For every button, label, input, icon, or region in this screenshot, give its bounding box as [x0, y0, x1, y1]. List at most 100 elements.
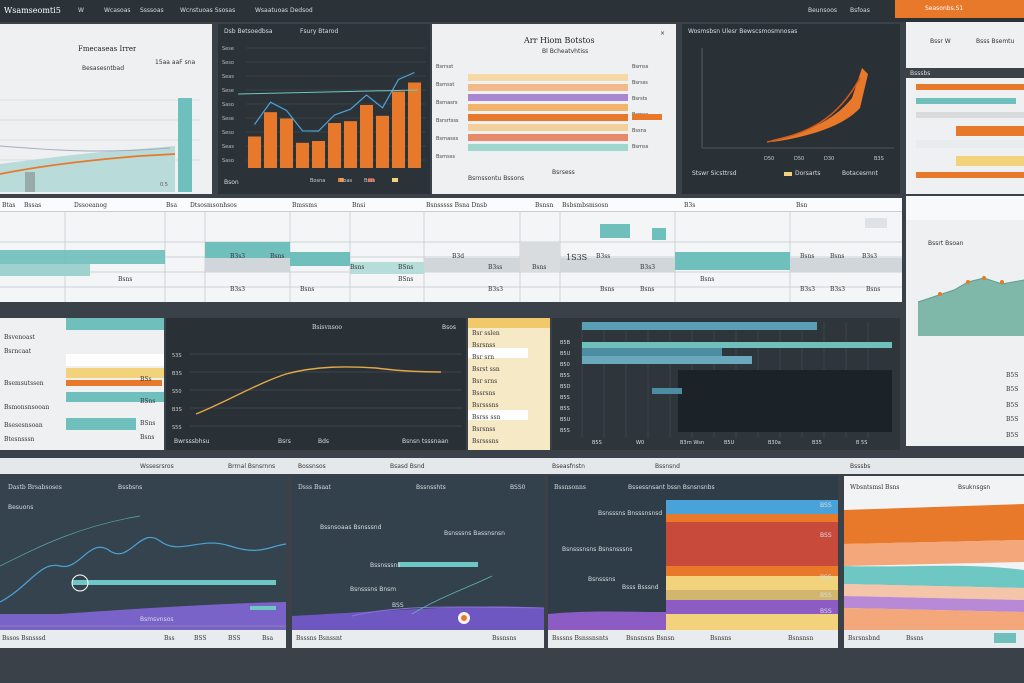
- chart-title: Bsisvnsoo: [312, 324, 343, 331]
- summary-bar: [916, 140, 1024, 148]
- trend-line: [254, 71, 415, 132]
- value-label: Bsrsss: [632, 80, 648, 86]
- bar: [392, 91, 405, 168]
- row-label: Bsrnasss: [436, 136, 458, 142]
- y-tick-label: Seas: [222, 74, 234, 80]
- row-label: Bsrnasrs: [436, 100, 458, 106]
- chart-panel-2: Dsb Betsoedbsa Fsury Btarod Sese Seso Seas…: [218, 24, 430, 194]
- mid-list-panel: Bsvenoast Bsrncaat Bsemsutssen Bsmonsnso…: [0, 318, 164, 450]
- column-header[interactable]: B3s: [684, 202, 696, 209]
- table-cell: Bsns: [600, 286, 615, 293]
- yellow-list-panel: Bsr sslen Bsrsnss Bsr srn Bsrst ssn Bsr …: [468, 318, 550, 450]
- column-header[interactable]: Bssas: [24, 202, 42, 209]
- accent-tab[interactable]: Seasonbs.S1: [895, 0, 1024, 18]
- table-cell: B3ss: [596, 253, 611, 260]
- menu-item[interactable]: Wcasoas: [104, 7, 131, 14]
- footer-item: Bsssns Bsnssnt: [296, 635, 343, 642]
- panel-title: Dsss Bsaat: [298, 484, 332, 491]
- tab[interactable]: Bossnsos: [298, 463, 326, 470]
- list-row-highlight: [66, 368, 164, 378]
- chart-label: Bssnsoaas Bsnsssnd: [320, 524, 382, 531]
- area-chart-4: D50 D50 D30 B3S: [701, 48, 894, 162]
- list-row-highlight: [66, 318, 164, 330]
- value-label: Bsrnss: [632, 144, 649, 150]
- list-value: Bsns: [140, 434, 155, 441]
- value-label: Bsrsts: [632, 96, 648, 102]
- column-header[interactable]: Dssoeanog: [74, 202, 108, 209]
- menu-item[interactable]: Beunsoos: [808, 7, 838, 14]
- column-header[interactable]: Bsa: [166, 202, 178, 209]
- y-tick-label: Seso: [222, 60, 234, 66]
- legend-swatch: [392, 178, 398, 182]
- column-header[interactable]: Bmssms: [292, 202, 318, 209]
- list-item: Bsr srns: [472, 378, 498, 385]
- footer-item: BSS: [194, 635, 207, 642]
- list-item[interactable]: Bsemsutssen: [4, 380, 44, 387]
- tab[interactable]: Bssnsnd: [655, 463, 680, 470]
- svg-text:S5S: S5S: [172, 425, 182, 431]
- tab[interactable]: Bsasd Bsnd: [390, 463, 425, 470]
- list-item: Bsrsnss: [472, 426, 496, 433]
- list-item: Bsrsssns: [472, 402, 499, 409]
- menu-item[interactable]: Bsfoas: [850, 7, 870, 14]
- table-cell: B3s3: [640, 264, 656, 271]
- table-cell: Bsns: [866, 286, 881, 293]
- panel-footer: Bssos Bsnsssd Bss BSS BSS Bsa: [0, 630, 286, 648]
- menu-item[interactable]: W: [78, 7, 84, 14]
- column-header[interactable]: Bsnsssss Bsna Dnsb: [426, 202, 488, 209]
- value-label: B5S: [1006, 386, 1019, 393]
- menu-item[interactable]: Ssssoas: [140, 7, 164, 14]
- menu-item[interactable]: Wcnstuoas Ssosas: [180, 7, 236, 14]
- footer-item: Bssos Bsnsssd: [2, 635, 46, 642]
- column-header[interactable]: Bsn: [796, 202, 808, 209]
- bottom-panel-1: Dastb Brsabsoses Bssbsns Besuons Bsmsvns…: [0, 476, 286, 648]
- tab[interactable]: Bseasfnstn: [552, 463, 585, 470]
- close-icon[interactable]: ×: [660, 30, 666, 37]
- x-tick: Bds: [318, 438, 330, 445]
- list-item[interactable]: Bsvenoast: [4, 334, 35, 341]
- tab[interactable]: Wssesrsros: [140, 463, 174, 470]
- legend-label: Bsss: [364, 178, 376, 184]
- bar: [312, 141, 325, 168]
- panel-foot: Bsmsvnsos: [140, 616, 174, 623]
- list-row-highlight: [66, 418, 136, 430]
- chart-header-bar: [906, 196, 1024, 220]
- footer-item: Bss: [164, 635, 175, 642]
- tab[interactable]: Bsssbs: [850, 463, 871, 470]
- footer-item: Bsnsns: [710, 635, 732, 642]
- column-header[interactable]: Btas: [2, 202, 16, 209]
- column-header[interactable]: Bsbsmbsmsosn: [562, 202, 609, 209]
- stacked-chart-bottom-3: [548, 500, 838, 630]
- value-label: BSS: [820, 502, 832, 509]
- top-bar: Wsamseomti5 W Wcasoas Ssssoas Wcnstuoas …: [0, 0, 1024, 22]
- bar: [468, 124, 628, 131]
- bar: [582, 348, 722, 356]
- list-item[interactable]: Bsrncaat: [4, 348, 32, 355]
- panel-footer: Bsrsnsbnd Bssns: [844, 630, 1024, 648]
- menu-item[interactable]: Wsaatuoas Dedsod: [255, 7, 313, 14]
- table-cell: Bsns: [800, 253, 815, 260]
- list-row-highlight: [66, 392, 164, 402]
- bar: [468, 84, 628, 91]
- value-label: BSS: [820, 532, 832, 539]
- list-item[interactable]: Btesnsssn: [4, 436, 35, 443]
- list-item: Bsrsssns: [472, 438, 499, 445]
- row-label: Bsrsrtsss: [436, 118, 459, 124]
- legend-swatch: [784, 172, 792, 176]
- chart-label: Bsss Bsssnd: [622, 584, 659, 591]
- list-item[interactable]: Bsmonsnsooan: [4, 404, 50, 411]
- list-item[interactable]: Bsesesnsoan: [4, 422, 43, 429]
- hbar-chart-mid: B5B B5U B50 B5S B5D B5S B5S B5U B5S B5S W0 B3rn Wsn…: [560, 322, 892, 446]
- column-header[interactable]: Bsnsn: [535, 202, 554, 209]
- chart-panel-3: Arr Hiom Botstos Bl Bcheatvhtiss × Bsrrs…: [432, 24, 676, 194]
- panel-header: Bssr W: [930, 38, 951, 45]
- table-cell: BSns: [398, 276, 414, 283]
- panel-center: Bssnsshts: [416, 484, 446, 491]
- tab[interactable]: Brrnal Bsnsrnns: [228, 463, 276, 470]
- panel-center: Bssessnsant bssn Bsnsnsnbs: [628, 484, 715, 491]
- column-header[interactable]: Dtsosmsonhsos: [190, 202, 237, 209]
- column-header[interactable]: Bnsi: [352, 202, 366, 209]
- y-tick-label: B5S: [560, 406, 570, 412]
- row-label: Bsrnsst: [436, 82, 454, 88]
- table-cell: Bsns: [532, 264, 547, 271]
